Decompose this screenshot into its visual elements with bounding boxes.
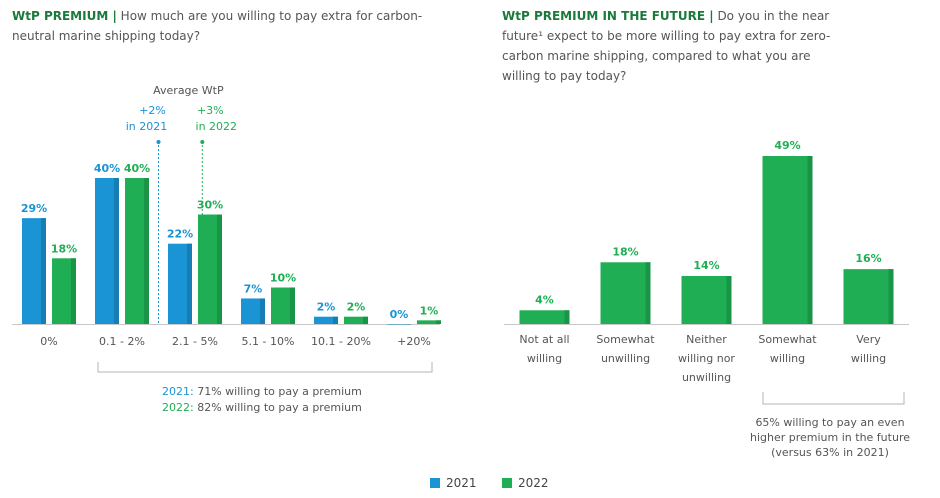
right-category-2-line-1: willing nor [678,352,735,365]
right-category-0-line-0: Not at all [519,333,569,346]
bracket-note-year-0: 2021: [162,385,194,398]
bar-2021-3-shade [260,298,265,324]
right-category-0-line-1: willing [527,352,562,365]
right-category-4-line-1: willing [851,352,886,365]
future-bar-1-shade [645,262,651,324]
right-chart-title: WtP PREMIUM IN THE FUTURE | Do you in th… [502,6,842,86]
bar-2021-5-shade [406,324,411,325]
bar-2022-4 [344,316,368,324]
label-2021-2: 22% [167,228,193,241]
left-chart-title: WtP PREMIUM | How much are you willing t… [12,6,432,46]
future-bar-4 [843,269,894,324]
right-category-2-line-2: unwilling [682,371,731,384]
future-bar-4-shade [888,269,894,324]
bar-2021-5 [387,324,411,325]
future-label-2: 14% [693,259,719,272]
label-2021-1: 40% [94,162,120,175]
left-title-question: How much are you willing to pay extra fo… [12,9,423,43]
legend-item-2021: 2021 [430,476,477,490]
legend-label-2022: 2022 [518,476,549,490]
future-label-4: 16% [855,252,881,265]
label-2021-4: 2% [317,301,336,314]
left-title-label: WtP PREMIUM | [12,9,117,23]
left-category-3: 5.1 - 10% [242,335,295,348]
right-title-label: WtP PREMIUM IN THE FUTURE | [502,9,714,23]
left-category-4: 10.1 - 20% [311,335,371,348]
avg-2022-value: +3% [197,104,224,117]
avg-2021-value: +2% [139,104,166,117]
label-2022-1: 40% [124,162,150,175]
label-2022-0: 18% [51,242,77,255]
label-2022-5: 1% [420,304,439,317]
left-bracket [97,362,433,373]
bracket-note-text-0: 71% willing to pay a premium [194,385,362,398]
bar-2022-5-shade [436,320,441,324]
avg-2021-dot [156,140,161,144]
bracket-note-1: 2022: 82% willing to pay a premium [162,401,362,414]
bracket-note-0: 2021: 71% willing to pay a premium [162,385,362,398]
bar-2021-4-shade [333,316,338,324]
label-2022-2: 30% [197,199,223,212]
label-2022-4: 2% [347,301,366,314]
future-label-1: 18% [612,245,638,258]
right-category-3-line-1: willing [770,352,805,365]
right-category-3-line-0: Somewhat [758,333,817,346]
legend-swatch-2022 [502,478,512,488]
future-bar-0-shade [564,310,570,324]
bar-2021-2-shade [187,243,192,324]
label-2021-0: 29% [21,202,47,215]
bracket-note-text-1: 82% willing to pay a premium [194,401,362,414]
bar-2021-0-shade [41,218,46,324]
future-bar-1 [600,262,651,324]
bracket-note-year-1: 2022: [162,401,194,414]
future-bar-2 [681,276,732,324]
bar-2022-4-shade [363,316,368,324]
right-bracket-note-1: higher premium in the future [750,431,910,444]
left-category-5: +20% [397,335,431,348]
future-label-0: 4% [535,293,554,306]
bar-2022-3-shade [290,287,295,324]
avg-2022-dot [200,140,205,144]
right-title-question: Do you in the near future¹ expect to be … [502,9,831,83]
future-bar-2-shade [726,276,732,324]
bar-2022-1-shade [144,178,149,324]
right-category-1-line-0: Somewhat [596,333,655,346]
legend-label-2021: 2021 [446,476,477,490]
legend-swatch-2021 [430,478,440,488]
future-label-3: 49% [774,139,800,152]
bar-2021-4 [314,316,338,324]
bar-2021-1-shade [114,178,119,324]
future-bar-3-shade [807,156,813,324]
right-bracket-note-0: 65% willing to pay an even [755,416,904,429]
future-bar-0 [519,310,570,324]
label-2022-3: 10% [270,272,296,285]
right-category-4-line-0: Very [856,333,881,346]
future-bar-3 [762,156,813,324]
bar-2022-0-shade [71,258,76,324]
bar-2022-5 [417,320,441,324]
left-category-0: 0% [40,335,57,348]
legend-item-2022: 2022 [502,476,549,490]
right-category-1-line-1: unwilling [601,352,650,365]
avg-2021-year: in 2021 [126,120,168,133]
left-category-2: 2.1 - 5% [172,335,218,348]
bar-2022-2-shade [217,214,222,324]
right-category-2-line-0: Neither [686,333,727,346]
avg-2022-year: in 2022 [196,120,238,133]
left-category-1: 0.1 - 2% [99,335,145,348]
avg-wtp-title: Average WtP [153,84,224,97]
right-bracket [762,392,905,405]
label-2021-3: 7% [244,282,263,295]
label-2021-5: 0% [390,308,409,321]
right-bracket-note-2: (versus 63% in 2021) [771,446,889,459]
